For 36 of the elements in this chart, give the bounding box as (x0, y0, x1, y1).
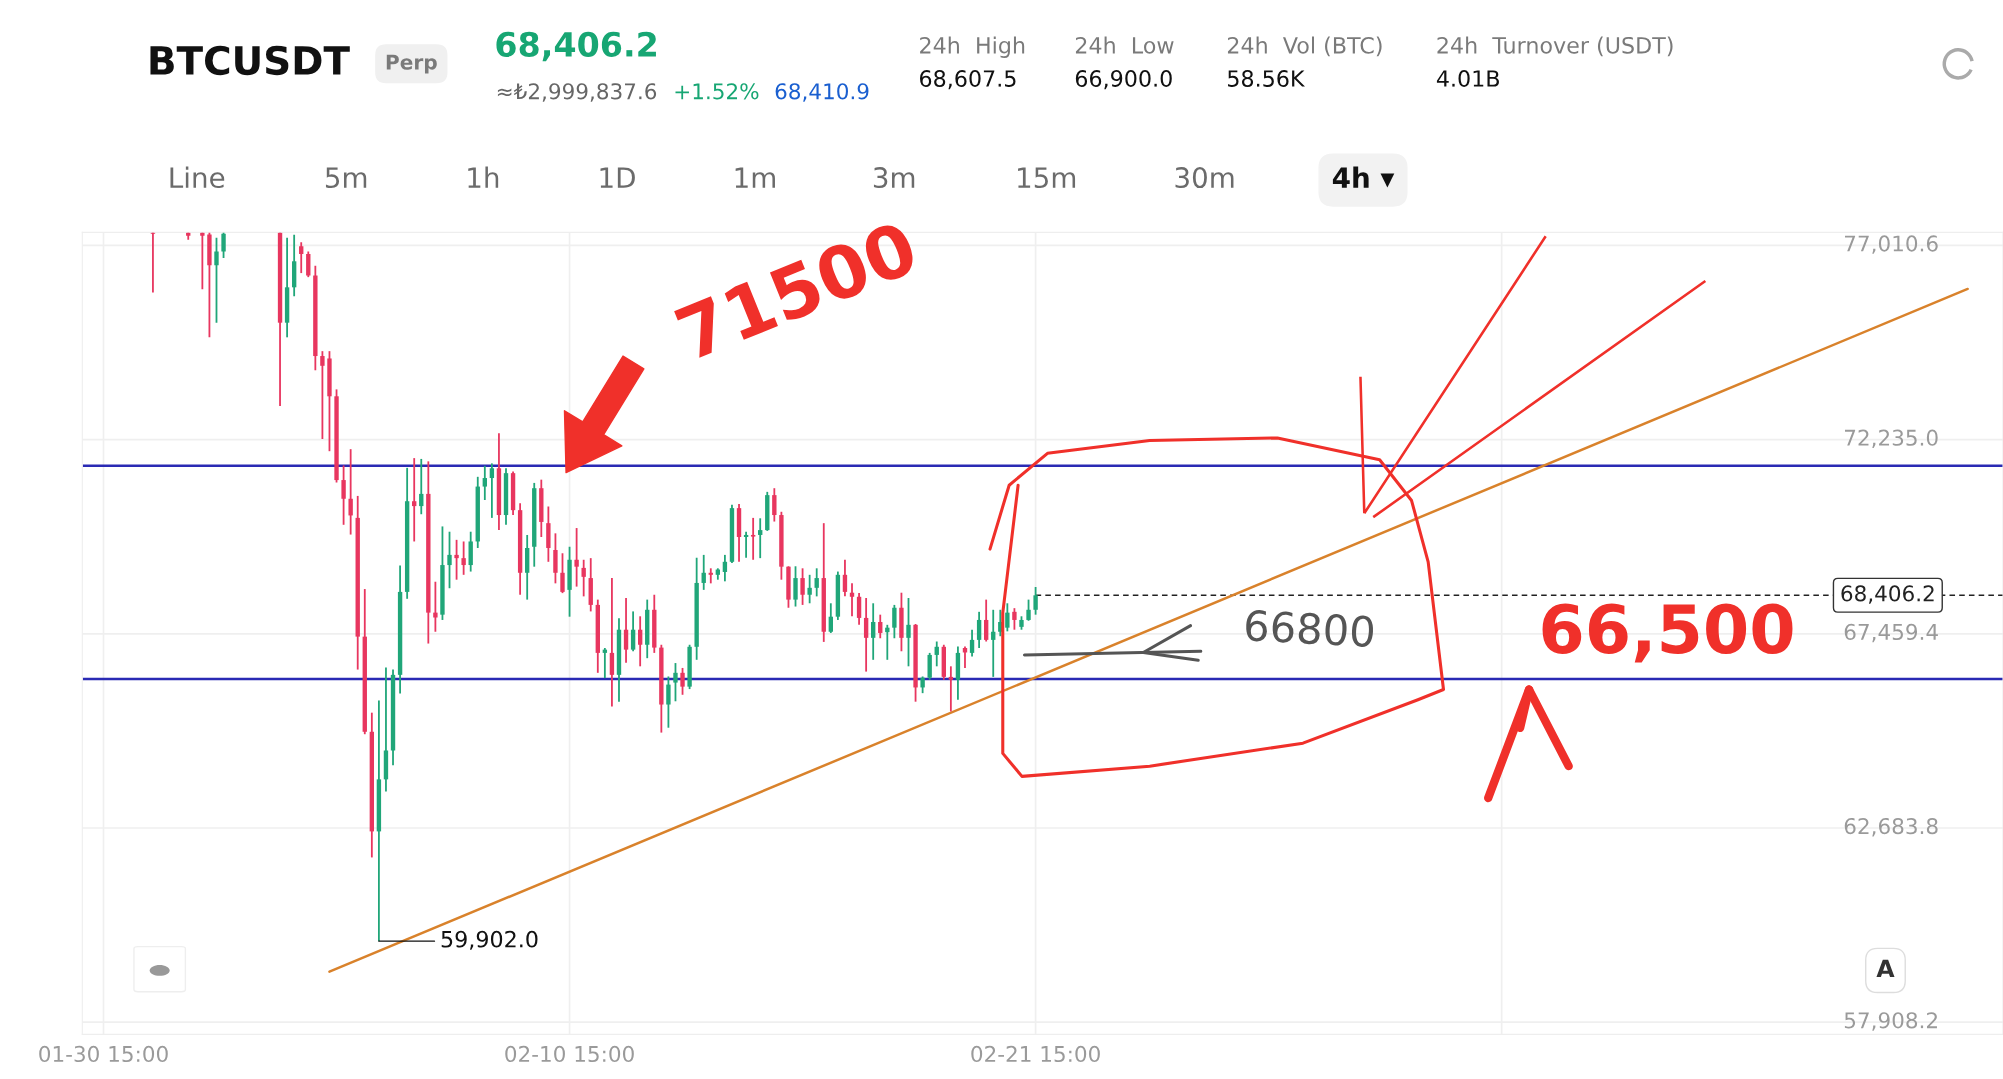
text: +1.52% (675, 83, 759, 100)
text: ≈₺2,999,837.6 (497, 83, 657, 102)
text: 24h Vol (BTC) (1227, 36, 1382, 57)
y-tick-label: 67,459.4 (1844, 623, 1938, 643)
x-tick-label: 01-30 15:00 (39, 1045, 168, 1063)
text: Perp (386, 54, 437, 74)
text: 4h ▾ (1332, 166, 1395, 188)
text: 30m (1175, 167, 1234, 189)
x-tick-label: 02-21 15:00 (971, 1045, 1100, 1063)
text: 1D (600, 167, 635, 188)
text: 15m (1018, 167, 1076, 189)
text: 66,900.0 (1075, 70, 1172, 90)
text: 24h High (920, 36, 1025, 58)
text: 68,406.2 (496, 31, 656, 62)
y-tick-label: 72,235.0 (1845, 429, 1938, 449)
text: 1m (735, 167, 775, 188)
chart-title: BTCUSDT (150, 45, 350, 76)
y-tick-label: 77,010.6 (1845, 235, 1938, 254)
annotation: 66800 (1245, 609, 1374, 648)
text: Line (170, 166, 225, 189)
y-tick-label: 62,683.8 (1844, 817, 1938, 837)
text: 5m (325, 167, 367, 189)
text: 24h Low (1075, 36, 1174, 54)
text: 24h Turnover (USDT) (1437, 36, 1673, 57)
text: 1h (468, 166, 499, 188)
y-tick-label: 57,908.2 (1844, 1012, 1937, 1031)
annotation: A (1876, 959, 1895, 977)
text: 68,410.9 (775, 83, 869, 102)
annotation: 59,902.0 (441, 930, 538, 950)
ref-line-label: 68,406.2 (1841, 585, 1934, 604)
text: 4.01B (1436, 70, 1499, 87)
text: 68,607.5 (920, 70, 1016, 90)
annotation: 66,500 (1542, 603, 1793, 663)
text: 58.56K (1228, 70, 1305, 87)
x-tick-label: 02-10 15:00 (505, 1045, 634, 1063)
text: 3m (873, 167, 915, 189)
